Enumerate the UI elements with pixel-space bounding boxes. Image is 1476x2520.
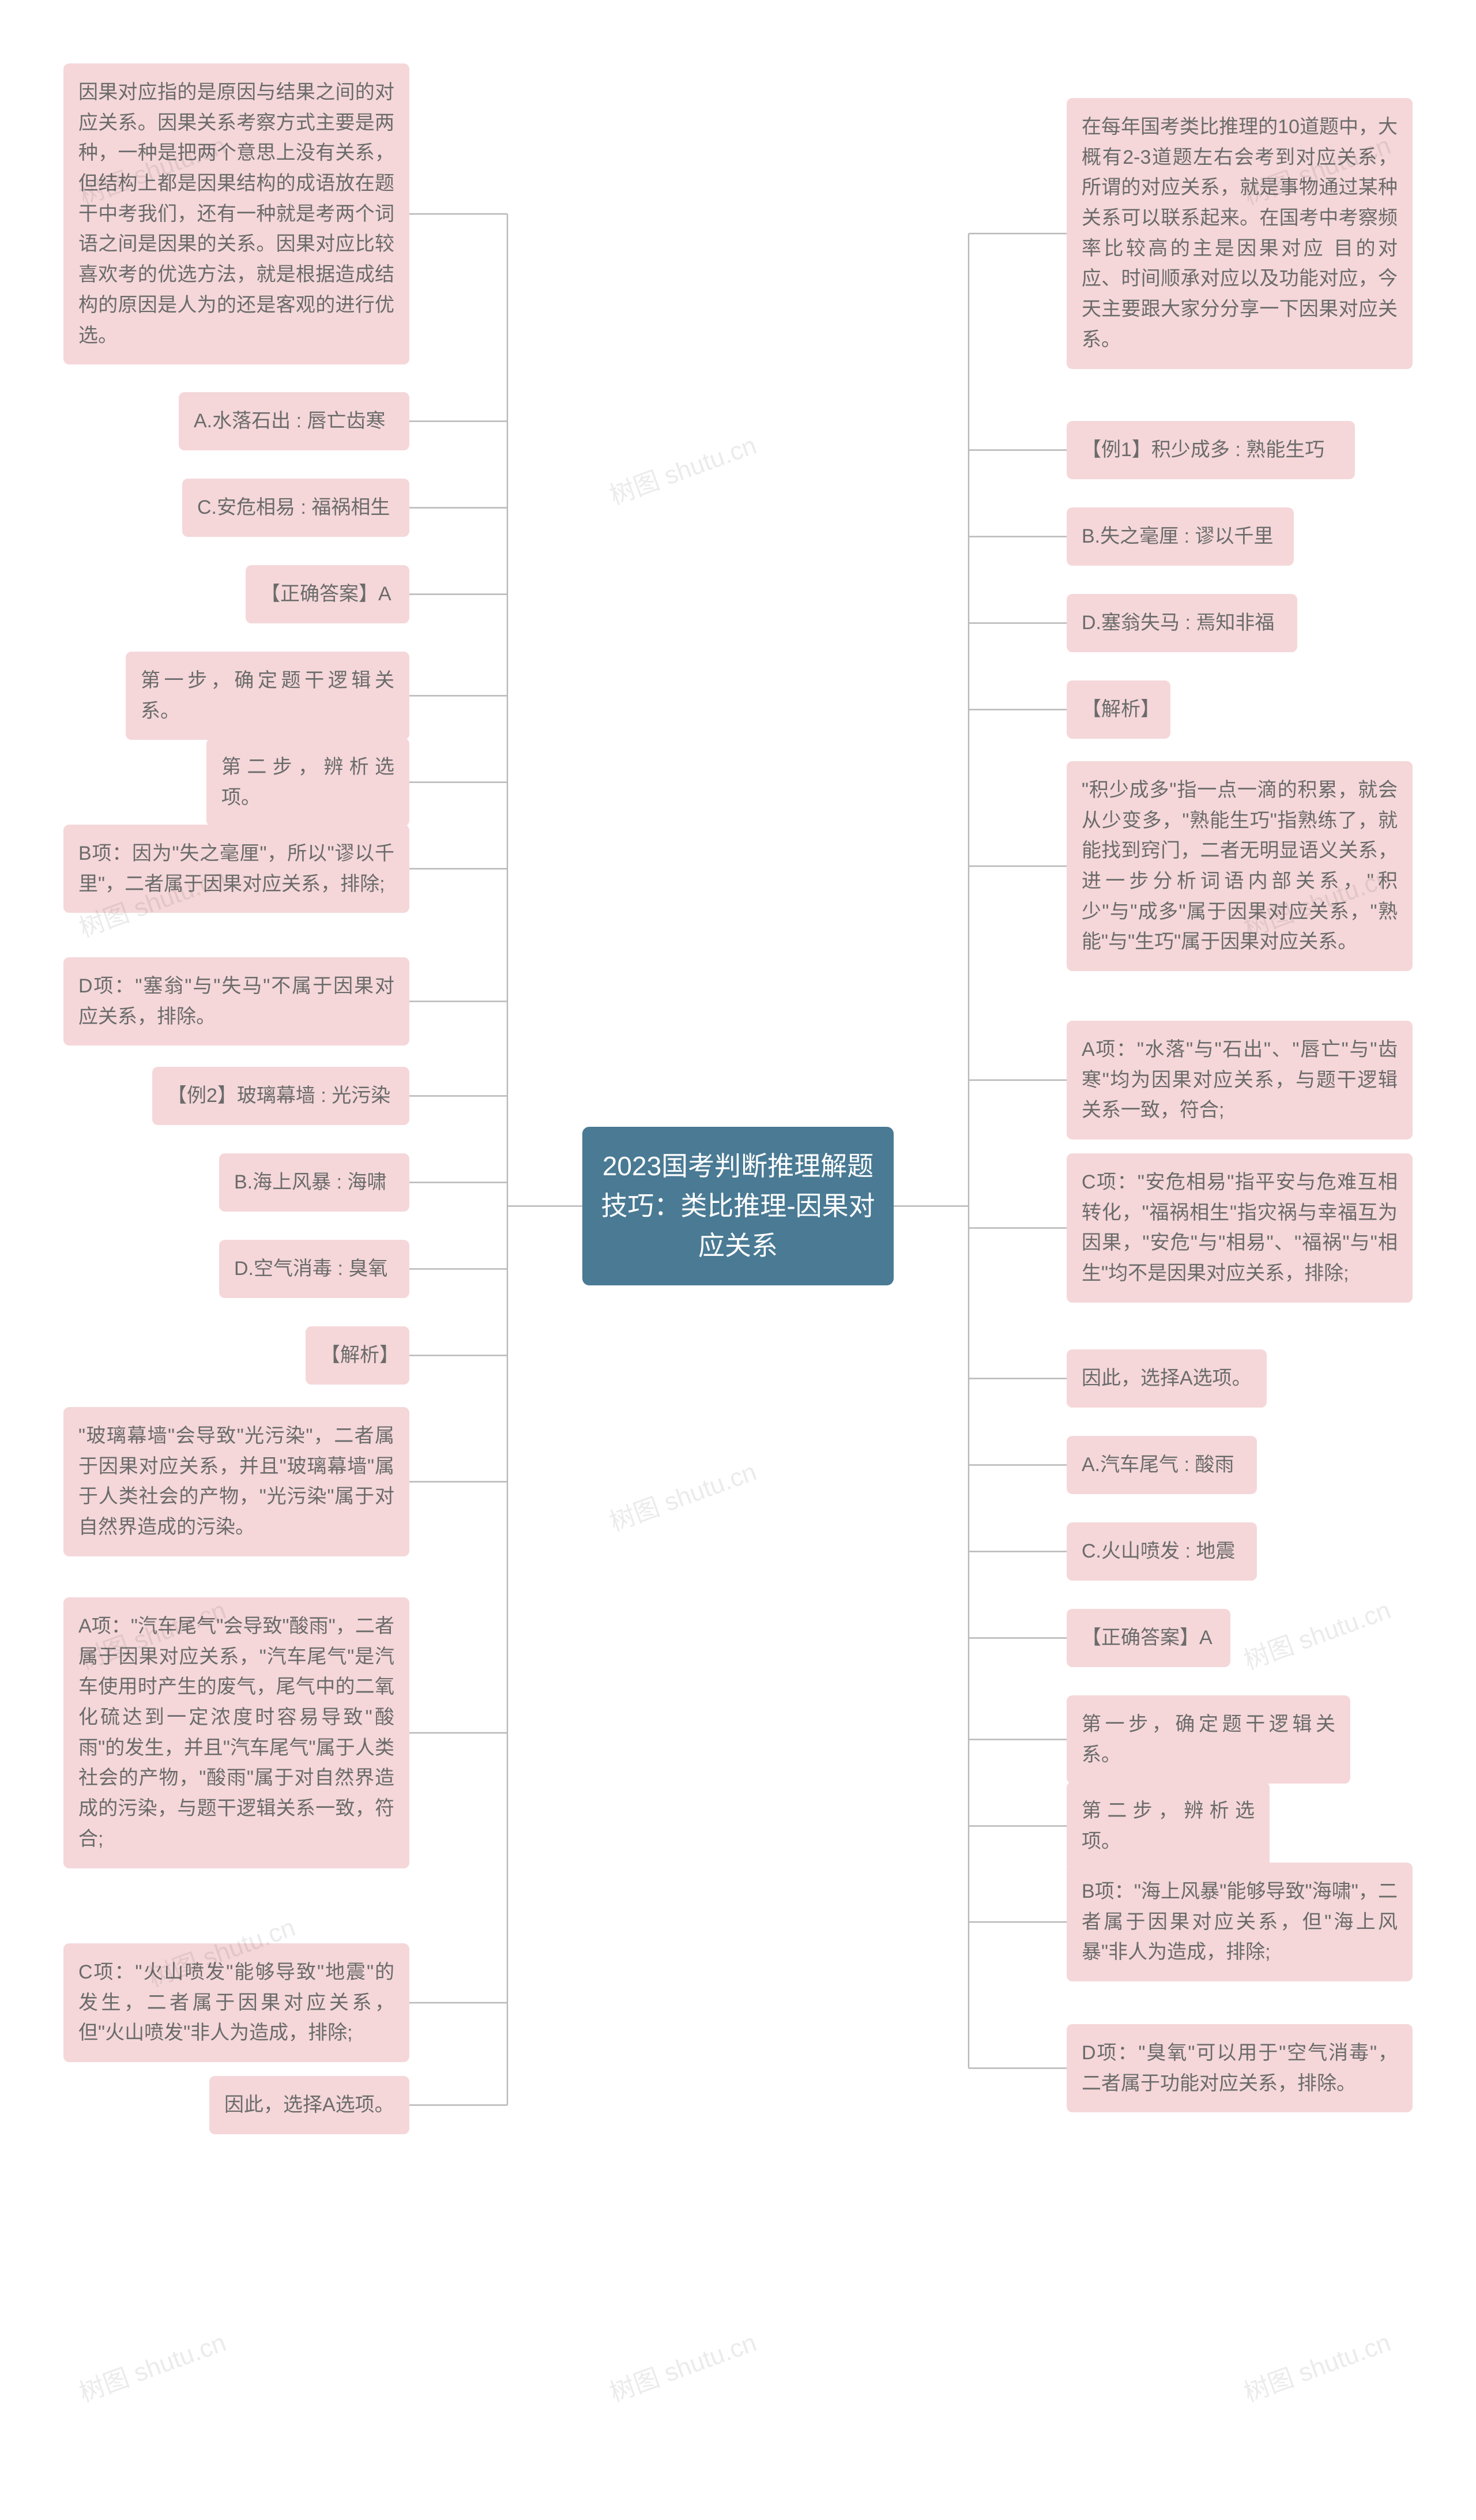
left-node-l1: 因果对应指的是原因与结果之间的对应关系。因果关系考察方式主要是两种，一种是把两个…: [63, 63, 409, 364]
right-node-r1: 在每年国考类比推理的10道题中，大概有2-3道题左右会考到对应关系，所谓的对应关…: [1067, 98, 1413, 369]
node-text: 【例1】积少成多 : 熟能生巧: [1082, 439, 1324, 461]
center-node: 2023国考判断推理解题技巧：类比推理-因果对应关系: [582, 1127, 894, 1285]
node-text: 第二步，辨析选项。: [221, 756, 394, 808]
right-node-r10: A.汽车尾气 : 酸雨: [1067, 1436, 1257, 1494]
node-text: 第一步，确定题干逻辑关系。: [141, 670, 394, 722]
left-node-l11: D.空气消毒 : 臭氧: [219, 1240, 409, 1298]
node-text: D.塞翁失马 : 焉知非福: [1082, 612, 1274, 634]
right-node-r4: D.塞翁失马 : 焉知非福: [1067, 594, 1297, 652]
node-text: 【正确答案】A: [1082, 1627, 1213, 1649]
left-node-l13: "玻璃幕墙"会导致"光污染"，二者属于因果对应关系，并且"玻璃幕墙"属于人类社会…: [63, 1407, 409, 1556]
node-text: 第二步，辨析选项。: [1082, 1800, 1255, 1852]
node-text: 因果对应指的是原因与结果之间的对应关系。因果关系考察方式主要是两种，一种是把两个…: [78, 81, 394, 347]
left-node-l15: C项："火山喷发"能够导致"地震"的发生，二者属于因果对应关系，但"火山喷发"非…: [63, 1943, 409, 2062]
left-node-l12: 【解析】: [306, 1326, 409, 1385]
node-text: C项："火山喷发"能够导致"地震"的发生，二者属于因果对应关系，但"火山喷发"非…: [78, 1961, 394, 2044]
right-node-r13: 第一步，确定题干逻辑关系。: [1067, 1695, 1350, 1784]
node-text: 【例2】玻璃幕墙 : 光污染: [167, 1085, 390, 1107]
left-node-l4: 【正确答案】A: [246, 565, 409, 623]
right-node-r6: "积少成多"指一点一滴的积累，就会从少变多，"熟能生巧"指熟练了，就能找到窍门，…: [1067, 761, 1413, 971]
node-text: B.失之毫厘 : 谬以千里: [1082, 525, 1273, 547]
right-node-r5: 【解析】: [1067, 680, 1170, 739]
node-text: A项："汽车尾气"会导致"酸雨"，二者属于因果对应关系，"汽车尾气"是汽车使用时…: [78, 1615, 394, 1850]
node-text: D项："塞翁"与"失马"不属于因果对应关系，排除。: [78, 975, 394, 1028]
node-text: 【正确答案】A: [261, 583, 391, 605]
left-node-l16: 因此，选择A选项。: [209, 2076, 409, 2134]
right-node-r8: C项："安危相易"指平安与危难互相转化，"福祸相生"指灾祸与幸福互为因果，"安危…: [1067, 1153, 1413, 1303]
watermark: 树图 shutu.cn: [1238, 2322, 1395, 2409]
right-node-r3: B.失之毫厘 : 谬以千里: [1067, 507, 1294, 566]
node-text: 第一步，确定题干逻辑关系。: [1082, 1713, 1335, 1766]
right-node-r2: 【例1】积少成多 : 熟能生巧: [1067, 421, 1355, 479]
left-node-l7: B项：因为"失之毫厘"，所以"谬以千里"，二者属于因果对应关系，排除;: [63, 825, 409, 913]
left-node-l9: 【例2】玻璃幕墙 : 光污染: [152, 1067, 409, 1125]
node-text: A.汽车尾气 : 酸雨: [1082, 1454, 1234, 1476]
node-text: D.空气消毒 : 臭氧: [234, 1258, 387, 1280]
node-text: 【解析】: [321, 1344, 399, 1366]
right-node-r14: 第二步，辨析选项。: [1067, 1782, 1270, 1870]
node-text: B.海上风暴 : 海啸: [234, 1171, 386, 1193]
watermark: 树图 shutu.cn: [604, 424, 760, 511]
node-text: C项："安危相易"指平安与危难互相转化，"福祸相生"指灾祸与幸福互为因果，"安危…: [1082, 1171, 1398, 1284]
right-node-r15: B项："海上风暴"能够导致"海啸"，二者属于因果对应关系，但"海上风暴"非人为造…: [1067, 1863, 1413, 1981]
node-text: B项："海上风暴"能够导致"海啸"，二者属于因果对应关系，但"海上风暴"非人为造…: [1082, 1880, 1398, 1963]
right-node-r12: 【正确答案】A: [1067, 1609, 1230, 1667]
right-node-r7: A项："水落"与"石出"、"唇亡"与"齿寒"均为因果对应关系，与题干逻辑关系一致…: [1067, 1021, 1413, 1139]
right-node-r16: D项："臭氧"可以用于"空气消毒"，二者属于功能对应关系，排除。: [1067, 2024, 1413, 2112]
left-node-l6: 第二步，辨析选项。: [206, 738, 409, 826]
node-text: C.火山喷发 : 地震: [1082, 1540, 1235, 1562]
right-node-r9: 因此，选择A选项。: [1067, 1349, 1267, 1408]
node-text: "积少成多"指一点一滴的积累，就会从少变多，"熟能生巧"指熟练了，就能找到窍门，…: [1082, 779, 1398, 953]
node-text: 【解析】: [1082, 698, 1160, 720]
node-text: C.安危相易 : 福祸相生: [197, 497, 390, 518]
left-node-l2: A.水落石出 : 唇亡齿寒: [179, 392, 409, 450]
left-node-l8: D项："塞翁"与"失马"不属于因果对应关系，排除。: [63, 957, 409, 1045]
node-text: A项："水落"与"石出"、"唇亡"与"齿寒"均为因果对应关系，与题干逻辑关系一致…: [1082, 1039, 1398, 1121]
watermark: 树图 shutu.cn: [73, 2322, 230, 2409]
left-node-l14: A项："汽车尾气"会导致"酸雨"，二者属于因果对应关系，"汽车尾气"是汽车使用时…: [63, 1597, 409, 1868]
watermark: 树图 shutu.cn: [604, 2322, 760, 2409]
left-node-l10: B.海上风暴 : 海啸: [219, 1153, 409, 1212]
left-node-l3: C.安危相易 : 福祸相生: [182, 479, 409, 537]
node-text: 因此，选择A选项。: [224, 2094, 394, 2116]
node-text: B项：因为"失之毫厘"，所以"谬以千里"，二者属于因果对应关系，排除;: [78, 842, 394, 895]
node-text: 在每年国考类比推理的10道题中，大概有2-3道题左右会考到对应关系，所谓的对应关…: [1082, 116, 1398, 351]
left-node-l5: 第一步，确定题干逻辑关系。: [126, 652, 409, 740]
watermark: 树图 shutu.cn: [604, 1451, 760, 1538]
watermark: 树图 shutu.cn: [1238, 1589, 1395, 1676]
right-node-r11: C.火山喷发 : 地震: [1067, 1522, 1257, 1581]
center-node-text: 2023国考判断推理解题技巧：类比推理-因果对应关系: [601, 1151, 875, 1261]
node-text: "玻璃幕墙"会导致"光污染"，二者属于因果对应关系，并且"玻璃幕墙"属于人类社会…: [78, 1425, 394, 1538]
node-text: D项："臭氧"可以用于"空气消毒"，二者属于功能对应关系，排除。: [1082, 2042, 1398, 2094]
node-text: A.水落石出 : 唇亡齿寒: [194, 410, 385, 432]
node-text: 因此，选择A选项。: [1082, 1367, 1252, 1389]
